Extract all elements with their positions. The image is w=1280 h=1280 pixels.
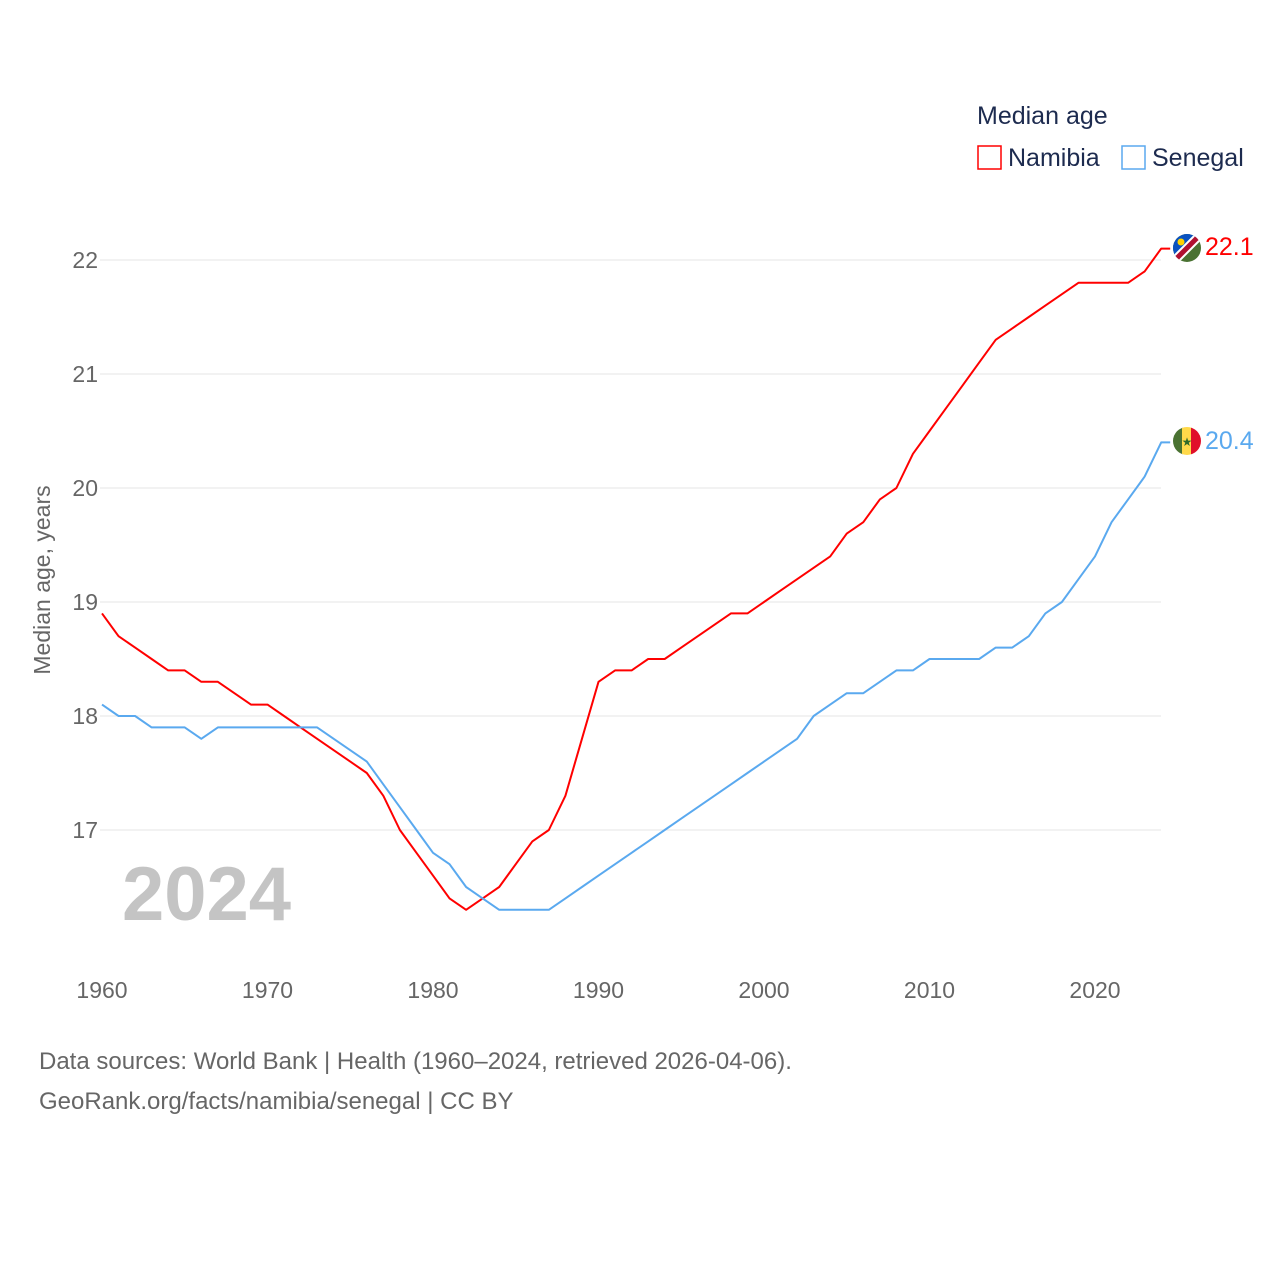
y-tick-label: 19	[72, 589, 98, 615]
y-tick-label: 22	[72, 247, 98, 273]
footer-sources: Data sources: World Bank | Health (1960–…	[39, 1048, 792, 1075]
namibia-flag-icon	[1173, 234, 1201, 262]
x-tick-label: 1990	[573, 977, 624, 1003]
x-tick-label: 2000	[738, 977, 789, 1003]
series-line-namibia	[101, 247, 1171, 911]
legend-label-senegal[interactable]: Senegal	[1152, 144, 1244, 172]
legend-swatch-senegal	[1121, 145, 1146, 170]
x-tick-label: 1960	[76, 977, 127, 1003]
end-label-senegal: 20.4	[1205, 427, 1254, 455]
legend-title: Median age	[977, 102, 1108, 130]
x-tick-label: 1970	[242, 977, 293, 1003]
svg-text:★: ★	[1182, 435, 1193, 449]
legend-label-namibia[interactable]: Namibia	[1008, 144, 1100, 172]
series-line-senegal	[101, 441, 1171, 911]
y-tick-label: 20	[72, 475, 98, 501]
y-tick-label: 21	[72, 361, 98, 387]
senegal-flag-icon: ★	[1173, 427, 1201, 455]
y-axis-label: Median age, years	[29, 485, 55, 674]
x-tick-label: 1980	[407, 977, 458, 1003]
y-tick-label: 18	[72, 703, 98, 729]
legend-swatch-namibia	[977, 145, 1002, 170]
y-tick-label: 17	[72, 817, 98, 843]
end-label-namibia: 22.1	[1205, 233, 1254, 261]
x-tick-label: 2010	[904, 977, 955, 1003]
x-tick-label: 2020	[1069, 977, 1120, 1003]
footer-link[interactable]: GeoRank.org/facts/namibia/senegal | CC B…	[39, 1088, 513, 1115]
year-watermark: 2024	[122, 852, 291, 937]
